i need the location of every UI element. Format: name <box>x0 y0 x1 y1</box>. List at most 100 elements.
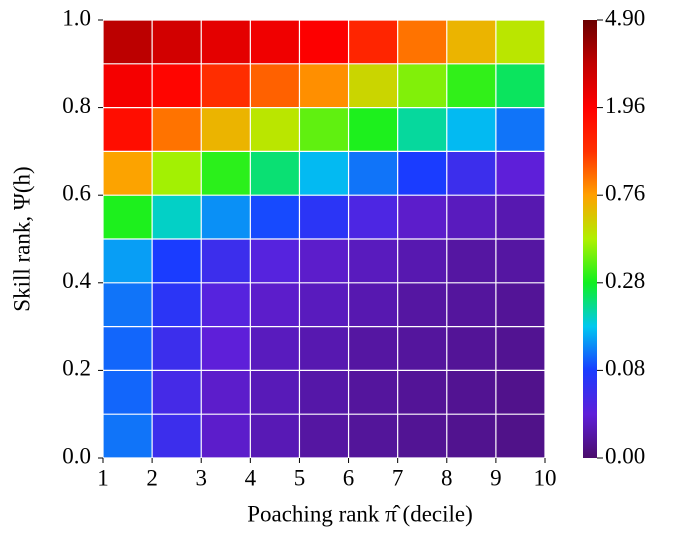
heatmap-cell <box>397 282 448 328</box>
x-tick-label: 9 <box>490 465 502 490</box>
colorbar-tick-label: 4.90 <box>605 5 645 30</box>
y-tick-label: 0.2 <box>62 356 91 381</box>
y-tick-label: 0.8 <box>62 93 91 118</box>
heatmap-cell <box>250 239 300 284</box>
heatmap-cell <box>348 151 399 196</box>
x-tick-label: 5 <box>294 465 306 490</box>
heatmap-cell <box>201 326 251 371</box>
heatmap-cell <box>103 151 153 196</box>
heatmap-cell <box>348 63 399 109</box>
heatmap-cell <box>201 63 251 109</box>
heatmap-cell <box>446 326 497 371</box>
heatmap-cell <box>348 195 399 240</box>
heatmap-cell <box>201 239 251 284</box>
heatmap-cell <box>152 239 202 284</box>
heatmap-cell <box>446 370 497 415</box>
heatmap-cell <box>397 370 448 415</box>
heatmap-cell <box>250 20 300 65</box>
heatmap-cell <box>201 151 251 196</box>
x-tick-label: 6 <box>343 465 355 490</box>
heatmap-cell <box>250 195 300 240</box>
heatmap-cell <box>495 414 546 459</box>
colorbar <box>583 20 597 458</box>
heatmap-cell <box>495 195 546 240</box>
colorbar-tick-label: 0.00 <box>605 443 645 468</box>
x-axis-label: Poaching rank π̂ (decile) <box>247 501 473 526</box>
heatmap-cell <box>446 151 497 196</box>
colorbar-tick-label: 0.28 <box>605 268 645 293</box>
heatmap-cell <box>299 326 350 371</box>
heatmap-cell <box>299 20 350 65</box>
heatmap-cell <box>103 239 153 284</box>
heatmap-cell <box>103 195 153 240</box>
x-tick-label: 3 <box>195 465 207 490</box>
heatmap-cell <box>299 370 350 415</box>
heatmap-cell <box>152 20 202 65</box>
heatmap-cell <box>201 370 251 415</box>
heatmap-cell <box>201 20 251 65</box>
heatmap-cell <box>348 282 399 328</box>
heatmap-cell <box>299 282 350 328</box>
heatmap-cell <box>397 63 448 109</box>
heatmap-cell <box>397 20 448 65</box>
heatmap-cell <box>446 63 497 109</box>
heatmap-cell <box>103 107 153 152</box>
heatmap-cell <box>152 282 202 328</box>
heatmap-cell <box>152 414 202 459</box>
heatmap-cell <box>495 370 546 415</box>
heatmap-cell <box>446 414 497 459</box>
heatmap-cell <box>103 63 153 109</box>
heatmap-cell <box>299 107 350 152</box>
heatmap-cell <box>495 151 546 196</box>
heatmap-cell <box>397 414 448 459</box>
heatmap-cell <box>152 151 202 196</box>
heatmap-cell <box>495 107 546 152</box>
heatmap-cell <box>103 20 153 65</box>
heatmap-cell <box>446 20 497 65</box>
heatmap-cell <box>348 239 399 284</box>
y-tick-label: 1.0 <box>62 5 91 30</box>
heatmap-cell <box>250 326 300 371</box>
heatmap-cell <box>201 107 251 152</box>
y-tick-label: 0.0 <box>62 443 91 468</box>
y-tick-label: 0.6 <box>62 180 91 205</box>
heatmap-cell <box>446 282 497 328</box>
heatmap-cell <box>299 414 350 459</box>
heatmap-cell <box>446 239 497 284</box>
heatmap-cell <box>152 63 202 109</box>
heatmap-cell <box>397 239 448 284</box>
x-tick-label: 4 <box>245 465 257 490</box>
heatmap-cell <box>348 326 399 371</box>
heatmap-cell <box>495 282 546 328</box>
heatmap-cell <box>201 195 251 240</box>
heatmap-cell <box>103 414 153 459</box>
heatmap-cell <box>103 282 153 328</box>
heatmap-cell <box>299 151 350 196</box>
x-tick-label: 1 <box>97 465 109 490</box>
heatmap-cell <box>397 195 448 240</box>
heatmap-cell <box>397 107 448 152</box>
heatmap-cell <box>103 370 153 415</box>
heatmap-cell <box>299 195 350 240</box>
heatmap-cell <box>397 326 448 371</box>
heatmap-cell <box>446 107 497 152</box>
heatmap-cell <box>250 370 300 415</box>
x-tick-label: 8 <box>441 465 453 490</box>
colorbar-tick-label: 1.96 <box>605 93 645 118</box>
heatmap-cell <box>201 414 251 459</box>
y-axis-label: Skill rank, Ψ(h) <box>9 166 34 311</box>
y-tick-label: 0.4 <box>62 268 91 293</box>
heatmap-cell <box>348 370 399 415</box>
heatmap-cell <box>250 151 300 196</box>
heatmap-cell <box>299 63 350 109</box>
heatmap-cell <box>250 282 300 328</box>
heatmap-cell <box>495 63 546 109</box>
heatmap-cell <box>103 326 153 371</box>
heatmap-cell <box>299 239 350 284</box>
heatmap-cell <box>495 326 546 371</box>
x-tick-label: 2 <box>146 465 158 490</box>
heatmap-cell <box>446 195 497 240</box>
heatmap-cell <box>152 326 202 371</box>
x-tick-label: 10 <box>534 465 557 490</box>
